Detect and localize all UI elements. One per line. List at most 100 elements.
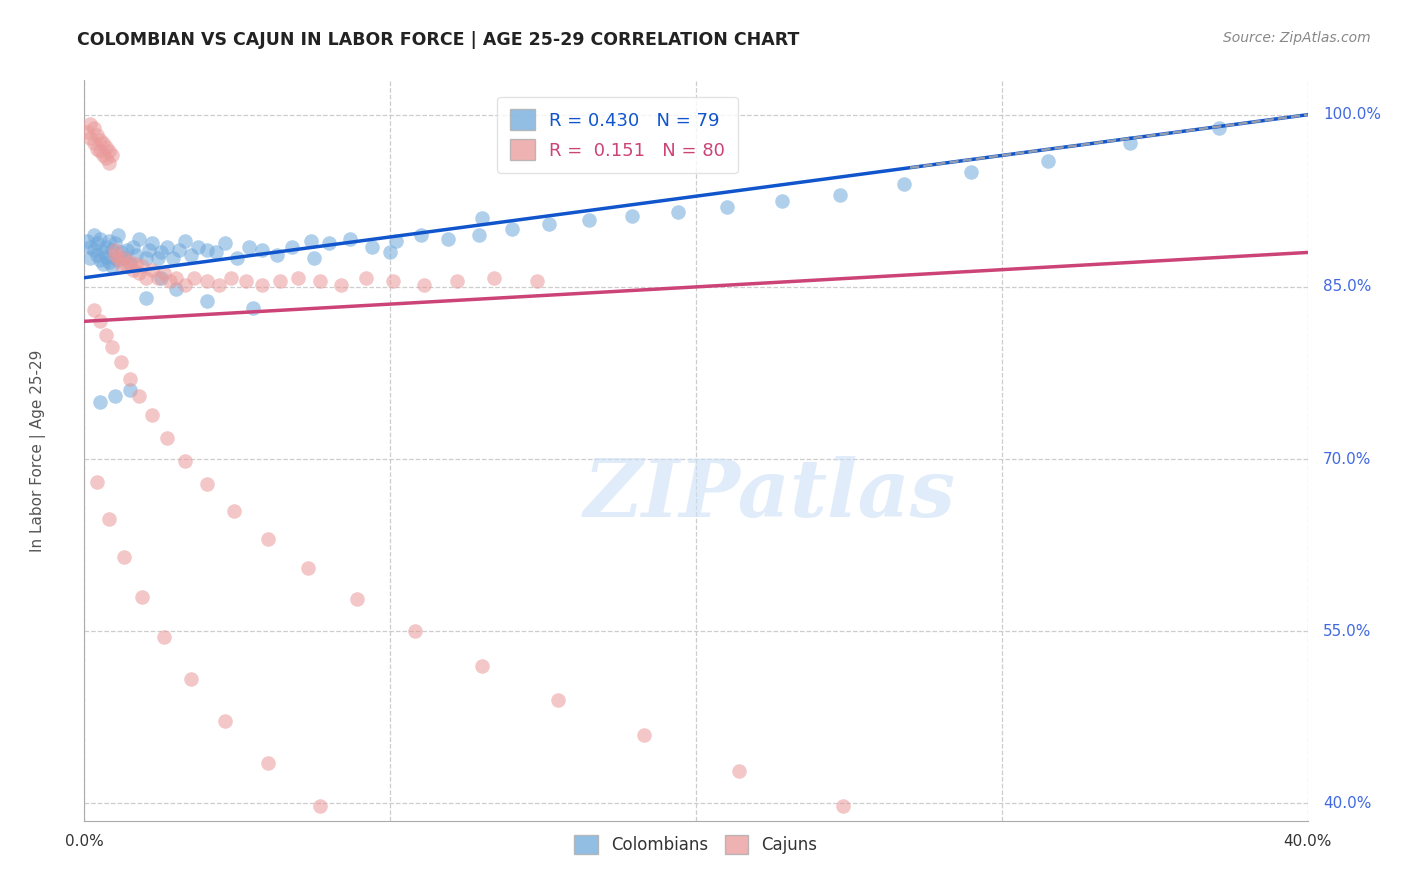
- Point: [302, 251, 325, 265]
- Point: [97, 156, 120, 170]
- Point: [110, 354, 132, 368]
- Point: [101, 148, 124, 162]
- Point: [482, 270, 505, 285]
- Point: [1036, 153, 1059, 168]
- Point: [131, 259, 153, 273]
- Point: [91, 148, 114, 162]
- Point: [205, 245, 228, 260]
- Text: 40.0%: 40.0%: [1284, 834, 1331, 849]
- Point: [97, 512, 120, 526]
- Point: [104, 243, 127, 257]
- Point: [174, 454, 197, 468]
- Point: [446, 274, 468, 288]
- Point: [83, 302, 105, 317]
- Point: [224, 504, 246, 518]
- Point: [135, 251, 157, 265]
- Text: 85.0%: 85.0%: [1323, 279, 1371, 294]
- Point: [94, 250, 117, 264]
- Point: [195, 243, 218, 257]
- Point: [104, 251, 127, 265]
- Point: [299, 234, 322, 248]
- Point: [94, 240, 117, 254]
- Point: [149, 245, 172, 260]
- Point: [122, 240, 145, 254]
- Point: [468, 228, 491, 243]
- Point: [110, 257, 132, 271]
- Point: [112, 251, 135, 265]
- Point: [141, 236, 163, 251]
- Point: [146, 251, 169, 265]
- Point: [578, 213, 600, 227]
- Point: [831, 798, 853, 813]
- Text: 55.0%: 55.0%: [1323, 624, 1371, 639]
- Point: [120, 383, 142, 397]
- Point: [94, 140, 117, 154]
- Point: [107, 251, 129, 265]
- Point: [226, 251, 249, 265]
- Point: [89, 314, 111, 328]
- Point: [250, 277, 273, 292]
- Point: [526, 274, 548, 288]
- Point: [86, 236, 108, 251]
- Point: [128, 266, 150, 280]
- Point: [960, 165, 983, 179]
- Point: [91, 245, 114, 260]
- Point: [339, 232, 361, 246]
- Point: [104, 389, 127, 403]
- Point: [167, 243, 190, 257]
- Point: [257, 756, 280, 771]
- Point: [266, 248, 288, 262]
- Point: [214, 236, 236, 251]
- Point: [409, 228, 432, 243]
- Point: [79, 240, 101, 254]
- Point: [502, 222, 524, 236]
- Point: [471, 211, 494, 225]
- Point: [382, 274, 405, 288]
- Point: [208, 277, 231, 292]
- Point: [125, 248, 148, 262]
- Point: [115, 259, 138, 273]
- Point: [1119, 136, 1142, 151]
- Point: [174, 277, 197, 292]
- Point: [162, 251, 184, 265]
- Point: [83, 136, 105, 151]
- Point: [94, 152, 117, 166]
- Text: COLOMBIAN VS CAJUN IN LABOR FORCE | AGE 25-29 CORRELATION CHART: COLOMBIAN VS CAJUN IN LABOR FORCE | AGE …: [77, 31, 800, 49]
- Point: [186, 240, 208, 254]
- Point: [91, 136, 114, 151]
- Point: [620, 209, 643, 223]
- Text: 40.0%: 40.0%: [1323, 796, 1371, 811]
- Point: [412, 277, 434, 292]
- Point: [238, 240, 260, 254]
- Point: [104, 248, 127, 262]
- Point: [76, 234, 98, 248]
- Point: [727, 764, 749, 779]
- Point: [330, 277, 353, 292]
- Point: [107, 228, 129, 243]
- Point: [79, 251, 101, 265]
- Point: [180, 673, 202, 687]
- Point: [828, 188, 851, 202]
- Point: [346, 592, 368, 607]
- Point: [91, 257, 114, 271]
- Point: [437, 232, 460, 246]
- Point: [235, 274, 257, 288]
- Point: [308, 798, 330, 813]
- Point: [1208, 121, 1230, 136]
- Point: [471, 658, 494, 673]
- Point: [149, 270, 172, 285]
- Point: [101, 340, 124, 354]
- Point: [83, 228, 105, 243]
- Point: [97, 254, 120, 268]
- Point: [120, 254, 142, 268]
- Point: [195, 293, 218, 308]
- Point: [141, 409, 163, 423]
- Point: [97, 145, 120, 159]
- Text: ZIPatlas: ZIPatlas: [583, 456, 956, 533]
- Point: [257, 533, 280, 547]
- Point: [110, 245, 132, 260]
- Point: [308, 274, 330, 288]
- Point: [128, 389, 150, 403]
- Point: [404, 624, 426, 639]
- Point: [125, 257, 148, 271]
